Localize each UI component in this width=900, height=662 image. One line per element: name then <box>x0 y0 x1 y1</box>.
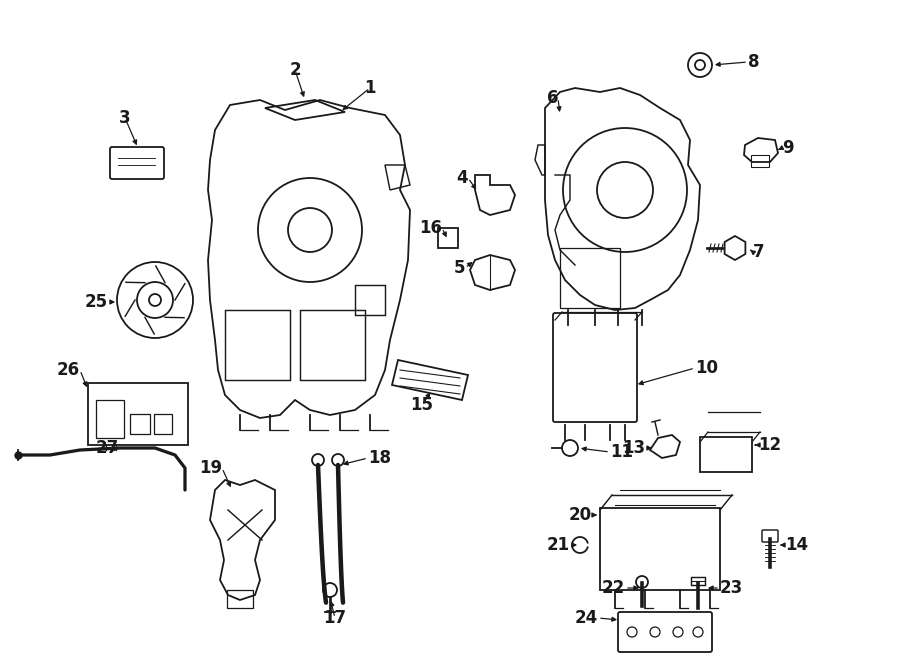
Text: 10: 10 <box>695 359 718 377</box>
Bar <box>227 590 253 608</box>
Text: 20: 20 <box>569 506 592 524</box>
Text: 16: 16 <box>419 219 442 237</box>
Text: 24: 24 <box>575 609 598 627</box>
Text: 25: 25 <box>85 293 108 311</box>
Text: 1: 1 <box>364 79 376 97</box>
Bar <box>700 437 752 472</box>
Text: 9: 9 <box>782 139 794 157</box>
Bar <box>600 508 720 590</box>
Text: 2: 2 <box>289 61 301 79</box>
Bar <box>96 400 124 438</box>
Text: 3: 3 <box>119 109 130 127</box>
Bar <box>225 310 290 380</box>
Text: 19: 19 <box>199 459 222 477</box>
Text: 18: 18 <box>368 449 391 467</box>
Text: 21: 21 <box>547 536 570 554</box>
Text: 5: 5 <box>454 259 465 277</box>
Text: 27: 27 <box>96 439 119 457</box>
Text: 6: 6 <box>546 89 558 107</box>
Bar <box>300 310 365 380</box>
Bar <box>130 414 150 434</box>
Text: 23: 23 <box>720 579 743 597</box>
Text: 15: 15 <box>410 396 434 414</box>
Text: 8: 8 <box>748 53 760 71</box>
Text: 12: 12 <box>758 436 781 454</box>
Bar <box>751 155 769 167</box>
Bar <box>560 248 620 308</box>
Text: 11: 11 <box>610 443 633 461</box>
Text: 13: 13 <box>622 439 645 457</box>
Bar <box>438 228 458 248</box>
Text: 14: 14 <box>785 536 808 554</box>
Bar <box>88 383 188 445</box>
Bar <box>154 414 172 434</box>
Bar <box>355 285 385 315</box>
Text: 7: 7 <box>753 243 765 261</box>
Bar <box>691 577 705 585</box>
Text: 4: 4 <box>456 169 468 187</box>
Text: 17: 17 <box>323 609 346 627</box>
Text: 26: 26 <box>57 361 80 379</box>
Text: 22: 22 <box>602 579 625 597</box>
